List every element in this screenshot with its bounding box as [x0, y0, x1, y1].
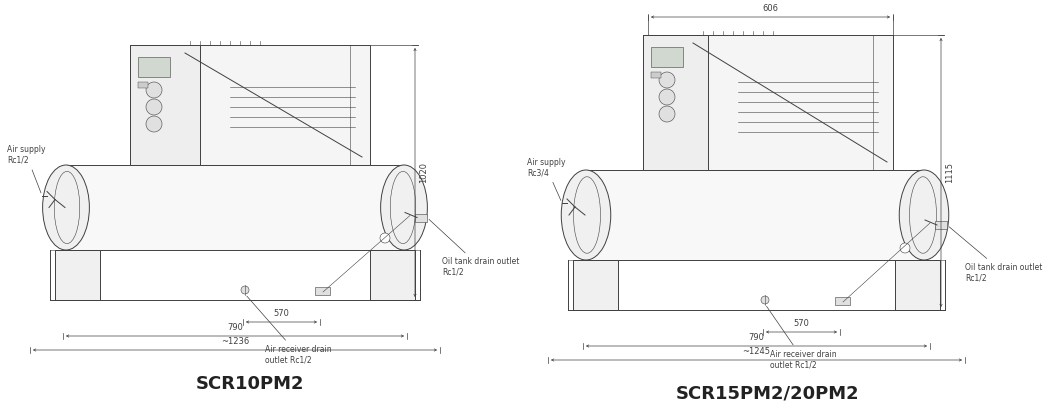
- Text: Air receiver drain
outlet Rc1/2: Air receiver drain outlet Rc1/2: [766, 306, 837, 369]
- Bar: [370, 250, 415, 300]
- Ellipse shape: [899, 170, 949, 260]
- Circle shape: [659, 89, 675, 105]
- Bar: [65, 165, 405, 250]
- Text: 606: 606: [762, 4, 778, 13]
- Text: SCR15PM2/20PM2: SCR15PM2/20PM2: [676, 385, 860, 403]
- Ellipse shape: [562, 170, 611, 260]
- Text: ~1245: ~1245: [742, 347, 771, 356]
- Text: ~1236: ~1236: [220, 337, 249, 346]
- Circle shape: [380, 233, 390, 243]
- Bar: [651, 72, 662, 78]
- Text: 1020: 1020: [419, 162, 428, 183]
- Text: Air receiver drain
outlet Rc1/2: Air receiver drain outlet Rc1/2: [247, 296, 332, 364]
- Text: Oil tank drain outlet
Rc1/2: Oil tank drain outlet Rc1/2: [949, 227, 1043, 282]
- Text: 570: 570: [274, 309, 290, 318]
- Bar: [585, 170, 925, 260]
- Text: Oil tank drain outlet
Rc1/2: Oil tank drain outlet Rc1/2: [429, 220, 520, 277]
- Circle shape: [146, 99, 162, 115]
- Text: 570: 570: [794, 319, 810, 328]
- Bar: [651, 47, 682, 67]
- Ellipse shape: [380, 165, 427, 250]
- Bar: [130, 45, 370, 165]
- Bar: [835, 297, 850, 305]
- Text: Air supply
Rc3/4: Air supply Rc3/4: [527, 157, 566, 200]
- Circle shape: [659, 72, 675, 88]
- Circle shape: [761, 296, 769, 304]
- Bar: [130, 45, 200, 165]
- Bar: [415, 213, 427, 222]
- Circle shape: [146, 82, 162, 98]
- Text: 1115: 1115: [945, 162, 954, 183]
- Bar: [138, 57, 170, 77]
- Bar: [895, 260, 940, 310]
- Bar: [934, 221, 947, 229]
- Bar: [138, 82, 148, 88]
- Ellipse shape: [43, 165, 89, 250]
- Bar: [643, 35, 892, 170]
- Circle shape: [146, 116, 162, 132]
- Bar: [573, 260, 618, 310]
- Text: Air supply
Rc1/2: Air supply Rc1/2: [7, 145, 45, 193]
- Text: 790: 790: [749, 333, 764, 342]
- Text: 790: 790: [227, 323, 243, 332]
- Text: SCR10PM2: SCR10PM2: [195, 375, 304, 393]
- Bar: [55, 250, 100, 300]
- Circle shape: [900, 243, 910, 253]
- Circle shape: [242, 286, 249, 294]
- Bar: [643, 35, 708, 170]
- Bar: [315, 287, 330, 295]
- Circle shape: [659, 106, 675, 122]
